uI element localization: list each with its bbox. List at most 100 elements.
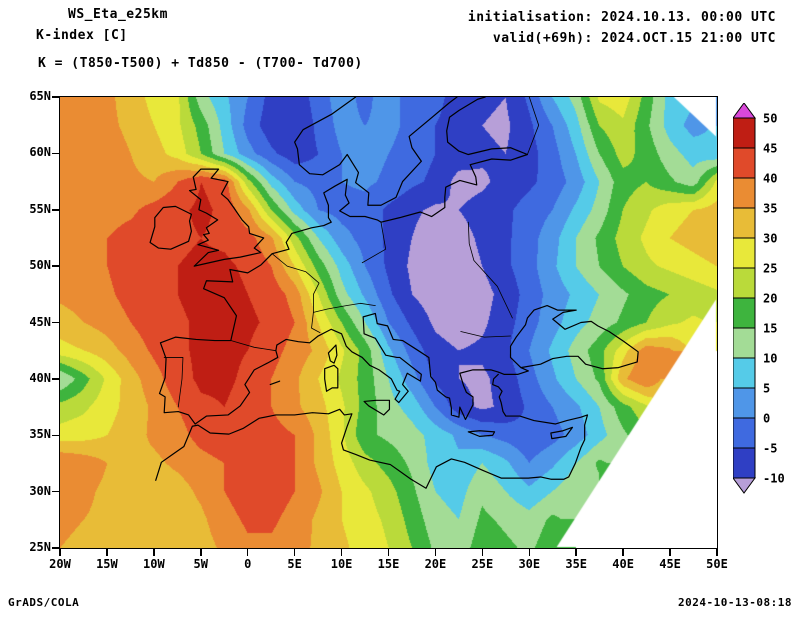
colorbar-label: 0 [763,412,770,426]
lat-tick [52,321,59,324]
coastline [190,169,264,266]
lat-tick-label: 35N [29,427,51,442]
lon-tick-label: 50E [706,557,728,571]
country-border [527,97,538,155]
lon-tick-label: 5E [287,557,302,571]
colorbar-label: 15 [763,322,777,336]
lon-tick-label: 30E [518,557,541,571]
lon-tick-label: 10W [143,557,165,571]
lon-tick-label: 45E [659,557,681,571]
lon-tick-label: 5W [193,557,209,571]
country-border [272,254,320,333]
coastline [156,374,588,488]
country-border [231,341,276,351]
lat-tick [52,152,59,155]
lon-tick-label: 15W [96,557,118,571]
lat-tick-label: 40N [29,370,51,385]
lat-tick-label: 60N [29,145,51,160]
colorbar-arrow-high [733,103,756,119]
colorbar-label: 25 [763,262,777,276]
coastline [551,427,573,438]
colorbar-label: 50 [763,112,777,126]
init-time: initialisation: 2024.10.13. 00:00 UTC [467,10,776,25]
lat-tick-label: 50N [29,258,51,273]
coastline [364,400,389,415]
kindex-field-canvas [60,97,717,548]
colorbar-label: 30 [763,232,777,246]
colorbar-segment [733,387,756,419]
lon-tick [434,549,437,556]
colorbar-segment [733,237,756,269]
colorbar-segment [733,147,756,179]
colorbar-label: 45 [763,142,777,156]
lon-tick [293,549,296,556]
coastline [270,381,279,384]
lat-tick-label: 65N [29,89,51,103]
lon-tick-label: 40E [612,557,634,571]
colorbar-segment [733,207,756,239]
colorbar-label: 40 [763,172,777,186]
lon-tick-label: 35E [565,557,588,571]
field-title: K-index [C] [36,28,128,43]
coastline [325,365,338,391]
colorbar-segment [733,357,756,389]
lon-tick-label: 0 [244,557,252,571]
grads-credit: GrADS/COLA [8,596,80,609]
kindex-formula: K = (T850-T500) + Td850 - (T700- Td700) [38,56,363,71]
coastlines-borders-overlay [60,97,717,548]
lon-tick [716,549,718,556]
valid-time: valid(+69h): 2024.OCT.15 21:00 UTC [492,31,776,46]
colorbar-arrow-low [733,477,756,494]
run-info: initialisation: 2024.10.13. 00:00 UTC val… [468,7,776,49]
lat-tick [52,96,59,98]
lon-tick-label: 15E [377,557,400,571]
colorbar-segment [733,417,756,449]
coastline [195,313,498,423]
colorbar-label: 10 [763,352,777,366]
colorbar-label: -5 [763,442,777,456]
coastline [328,345,336,363]
lon-tick [387,549,390,556]
country-border [461,332,511,338]
colorbar-segment [733,447,756,479]
colorbar-segment [733,117,756,149]
lon-tick-label: 25E [471,557,494,571]
colorbar-label: -10 [763,472,785,486]
lon-tick [481,549,484,556]
country-border [164,357,183,407]
lon-tick [622,549,624,556]
coastline [159,97,527,424]
lon-tick-label: 10E [330,557,353,571]
lat-tick [52,378,59,380]
lon-tick [106,549,108,556]
lon-tick [59,549,61,556]
lat-tick [52,209,59,211]
colorbar-label: 35 [763,202,777,216]
lat-tick [52,490,59,493]
colorbar-label: 20 [763,292,777,306]
colorbar-segment [733,177,756,209]
colorbar-segment [733,297,756,329]
lon-tick [340,549,343,556]
lat-tick [52,434,59,436]
lat-tick [52,547,59,549]
colorbar-segment [733,327,756,359]
coastline [498,306,638,375]
lon-tick [153,549,155,556]
lat-tick-label: 55N [29,201,51,216]
lon-tick [575,549,577,556]
lat-tick-label: 45N [29,314,51,329]
lat-tick-label: 25N [29,540,51,554]
lon-tick [669,549,671,556]
creation-timestamp: 2024-10-13-08:18 [678,596,792,609]
coastline [468,431,494,437]
lon-tick-label: 20E [424,557,447,571]
coastline [295,97,457,205]
lon-tick [528,549,531,556]
lat-tick [52,265,59,267]
colorbar-label: 5 [763,382,770,396]
country-border [468,222,512,318]
country-border [362,222,385,263]
